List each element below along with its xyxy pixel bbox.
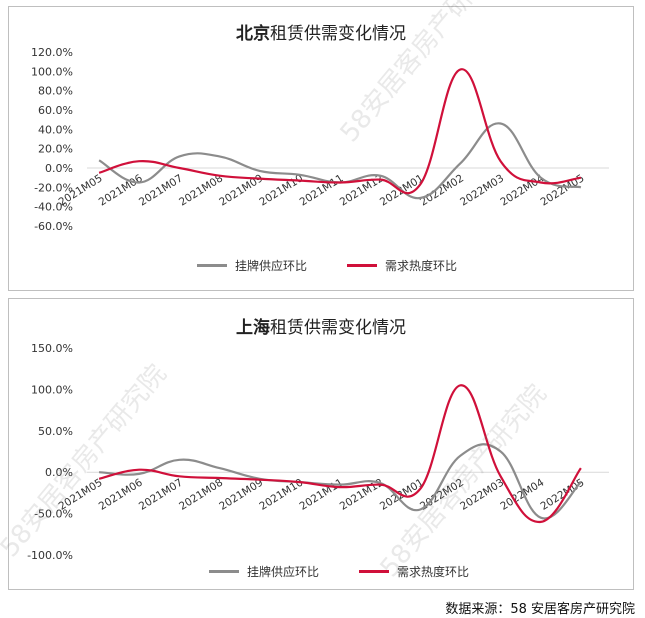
source-label: 数据来源：58 安居客房产研究院 [445, 602, 635, 617]
legend-swatch-demand [347, 264, 378, 267]
beijing-chart-panel: 北京租赁供需变化情况 120.0% 100.0% 80.0% 60.0% 40.0% 20… [8, 6, 634, 291]
legend-swatch-supply [197, 264, 227, 267]
legend-label-supply: 挂牌供应环比 [247, 565, 320, 579]
legend-label-demand: 需求热度环比 [385, 259, 458, 273]
y-tick-label: 0.0% [45, 162, 73, 175]
y-tick-label: 100.0% [31, 383, 73, 396]
y-tick-label: 0.0% [45, 466, 73, 479]
legend-item-supply: 挂牌供应环比 [209, 563, 319, 580]
series-line-supply [99, 443, 582, 520]
legend-swatch-supply [209, 570, 239, 573]
shanghai-chart-title: 上海租赁供需变化情况 [236, 318, 406, 338]
y-tick-label: -40.0% [34, 201, 73, 214]
x-tick-label: 2021M07 [137, 477, 185, 513]
y-tick-label: 40.0% [38, 123, 73, 136]
legend-item-supply: 挂牌供应环比 [197, 257, 307, 274]
y-tick-label: -50.0% [34, 508, 73, 521]
shanghai-chart-panel: 上海租赁供需变化情况 150.0% 100.0% 50.0% 0.0% -50.0% -1… [8, 298, 634, 590]
y-tick-label: -100.0% [27, 549, 73, 562]
x-tick-label: 2022M03 [458, 477, 506, 513]
beijing-chart-svg: 120.0% 100.0% 80.0% 60.0% 40.0% 20.0% 0.0% -20.… [31, 46, 609, 233]
y-tick-label: -20.0% [34, 181, 73, 194]
y-tick-label: 80.0% [38, 85, 73, 98]
x-tick-label: 2022M04 [498, 476, 546, 512]
y-tick-label: 120.0% [31, 46, 73, 59]
series-line-demand [98, 68, 582, 195]
x-tick-label: 2021M06 [97, 476, 145, 512]
series-line-demand [98, 384, 582, 524]
y-tick-label: 50.0% [38, 425, 73, 438]
legend-swatch-demand [359, 570, 390, 573]
y-tick-label: 20.0% [38, 143, 73, 156]
y-tick-label: 60.0% [38, 104, 73, 117]
x-tick-label: 2021M08 [177, 477, 225, 513]
beijing-legend: 挂牌供应环比 需求热度环比 [197, 257, 457, 274]
y-tick-label: 150.0% [31, 342, 73, 355]
legend-item-demand: 需求热度环比 [347, 257, 457, 274]
legend-item-demand: 需求热度环比 [359, 563, 469, 580]
x-tick-label: 2021M11 [298, 172, 346, 208]
legend-label-supply: 挂牌供应环比 [235, 259, 308, 273]
beijing-chart-title: 北京租赁供需变化情况 [236, 24, 406, 44]
x-tick-label: 2021M05 [57, 477, 105, 513]
legend-label-demand: 需求热度环比 [397, 565, 470, 579]
x-tick-label: 2021M08 [177, 172, 225, 208]
shanghai-legend: 挂牌供应环比 需求热度环比 [209, 563, 469, 580]
y-tick-label: -60.0% [34, 220, 73, 233]
y-tick-label: 100.0% [31, 65, 73, 78]
x-tick-label: 2021M09 [217, 477, 265, 513]
x-tick-label: 2021M07 [137, 172, 185, 208]
shanghai-chart-svg: 150.0% 100.0% 50.0% 0.0% -50.0% -100.0% 2021M0… [27, 342, 609, 562]
x-tick-label: 2022M03 [458, 172, 506, 208]
